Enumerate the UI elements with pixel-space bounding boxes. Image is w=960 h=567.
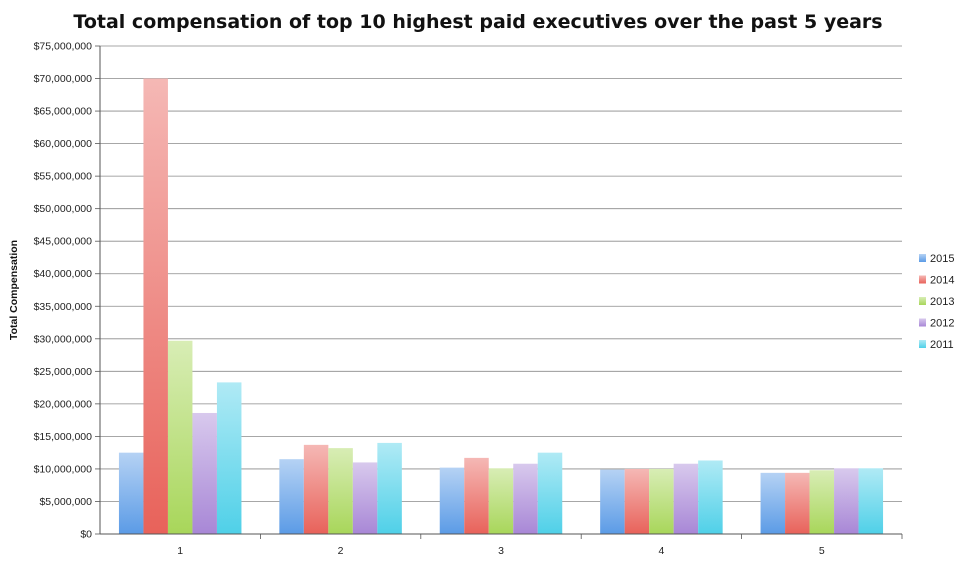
bar-2013-3 [488, 468, 514, 534]
y-tick-label: $20,000,000 [34, 398, 93, 410]
bar-2012-2 [352, 462, 378, 534]
y-tick-label: $30,000,000 [34, 333, 93, 345]
bar-2014-3 [464, 457, 489, 534]
bar-2012-3 [513, 463, 538, 534]
y-tick-label: $50,000,000 [34, 203, 93, 215]
bar-2011-4 [698, 460, 723, 534]
bar-2014-5 [785, 472, 810, 534]
bar-2015-5 [760, 472, 786, 534]
y-tick-label: $75,000,000 [34, 41, 93, 53]
grid [100, 45, 902, 535]
y-tick-label: $70,000,000 [34, 73, 93, 85]
bar-2013-1 [167, 340, 193, 534]
bar-2015-3 [439, 467, 465, 534]
bar-2013-2 [328, 448, 353, 534]
y-tick-label: $15,000,000 [34, 431, 93, 443]
y-tick-label: $10,000,000 [34, 463, 93, 475]
bar-2015-1 [118, 452, 144, 534]
y-tick-label: $45,000,000 [34, 236, 93, 248]
x-tick-label: 3 [498, 545, 504, 557]
bar-2015-2 [279, 459, 304, 534]
x-tick-label: 4 [658, 545, 664, 557]
x-tick-label: 1 [177, 545, 183, 557]
bar-2013-5 [809, 470, 835, 534]
y-tick-label: $25,000,000 [34, 366, 93, 378]
x-tick-label: 2 [338, 545, 344, 557]
legend-label-2014: 2014 [930, 275, 954, 287]
y-tick-label: $65,000,000 [34, 106, 93, 118]
bar-2015-4 [600, 469, 625, 534]
bar-2012-4 [673, 463, 699, 534]
axes: $0 $5,000,000 $10,000,000 $15,000,000 $20,00… [34, 41, 903, 557]
y-tick-label: $55,000,000 [34, 171, 93, 183]
y-tick-label: $0 [80, 529, 92, 541]
legend-swatch-2013 [919, 297, 926, 305]
legend-swatch-2012 [919, 318, 926, 327]
y-axis-label: Total Compensation [8, 240, 20, 340]
legend: 2015 2014 2013 2012 2011 [919, 253, 954, 351]
bars [118, 78, 884, 535]
legend-swatch-2011 [919, 340, 926, 348]
bar-2013-4 [649, 468, 674, 534]
bar-2012-5 [834, 468, 859, 534]
bar-2011-3 [537, 452, 563, 534]
x-tick-label: 5 [819, 545, 825, 557]
bar-2014-1 [143, 78, 168, 535]
bar-2011-2 [377, 442, 402, 534]
y-tick-label: $40,000,000 [34, 268, 93, 280]
y-tick-label: $35,000,000 [34, 301, 93, 313]
bar-2011-1 [216, 382, 242, 534]
bar-2011-5 [858, 468, 884, 534]
legend-label-2012: 2012 [930, 318, 954, 330]
legend-label-2013: 2013 [930, 296, 954, 308]
legend-label-2015: 2015 [930, 253, 954, 265]
legend-swatch-2015 [919, 254, 926, 262]
bar-2014-4 [624, 468, 650, 534]
bar-2012-1 [192, 412, 217, 534]
y-tick-label: $60,000,000 [34, 138, 93, 150]
y-tick-label: $5,000,000 [39, 496, 92, 508]
legend-label-2011: 2011 [930, 339, 954, 351]
legend-swatch-2014 [919, 275, 926, 284]
bar-2014-2 [303, 444, 329, 534]
chart-title: Total compensation of top 10 highest pai… [73, 11, 882, 33]
